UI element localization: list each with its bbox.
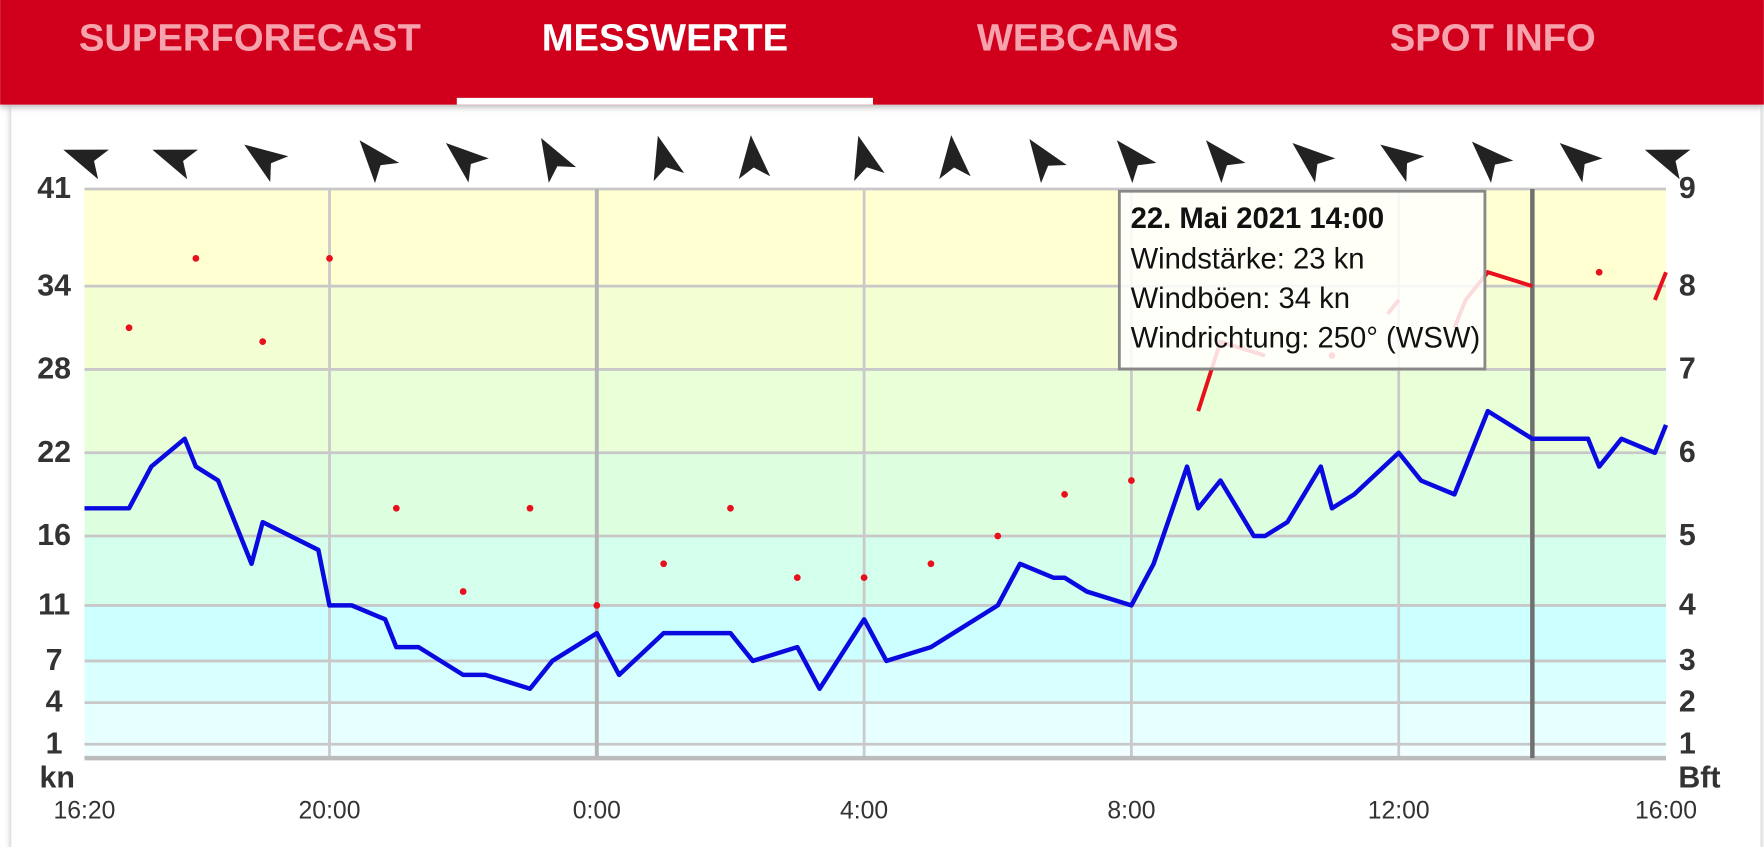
y-tick-label: 41 (37, 172, 71, 205)
direction-arrow (445, 143, 489, 183)
gust-dot (593, 602, 601, 609)
x-tick-label: 4:00 (840, 798, 888, 825)
tooltip-line: Windrichtung: 250° (WSW) (1131, 322, 1481, 354)
gust-dot (793, 574, 801, 582)
direction-arrow (359, 140, 400, 184)
gust-dot (660, 560, 668, 568)
direction-arrow (1116, 140, 1157, 184)
y2-tick-label: 8 (1679, 269, 1696, 302)
direction-arrow (939, 135, 971, 180)
y-tick-label: 22 (37, 436, 71, 469)
direction-arrow (541, 137, 577, 183)
gust-dot (192, 255, 200, 262)
direction-arrow (1206, 140, 1246, 184)
gust-dot (727, 504, 734, 512)
gust-line (1653, 271, 1668, 301)
tab[interactable]: WEBCAMS (977, 17, 1179, 60)
direction-arrow (1559, 143, 1603, 183)
tabs: SUPERFORECAST MESSWERTE WEBCAMS SPOT INFO (79, 17, 1596, 105)
tab[interactable]: SUPERFORECAST (79, 17, 421, 60)
gust-dot (1595, 268, 1603, 276)
gust-dot (994, 532, 1002, 540)
y2-tick-label: 6 (1679, 436, 1696, 469)
y-unit: kn (39, 762, 74, 795)
y-tick-label: 34 (37, 269, 71, 302)
wind-band (84, 452, 1667, 537)
tab[interactable]: SPOT INFO (1390, 17, 1596, 60)
tooltip-line: Windböen: 34 kn (1131, 283, 1350, 315)
direction-arrow (1471, 141, 1514, 183)
tooltip-line: Windstärke: 23 kn (1131, 244, 1365, 276)
tooltip-box (1117, 189, 1487, 371)
y-tick-label: 4 (46, 686, 63, 719)
wind-band (84, 369, 1667, 453)
y-tick-label: 7 (46, 644, 63, 677)
direction-arrow (854, 135, 885, 182)
y2-tick-label: 3 (1679, 644, 1696, 677)
x-tick-label: 16:00 (1635, 798, 1697, 825)
y2-unit: Bft (1678, 762, 1720, 795)
direction-arrow (1029, 139, 1067, 184)
x-tick-label: 12:00 (1368, 798, 1430, 825)
tab-bar (0, 0, 1764, 105)
gust-dot (125, 324, 133, 332)
wind-band (84, 605, 1667, 661)
wind-band (84, 744, 1667, 759)
direction-arrow (738, 135, 771, 180)
direction-arrow (63, 149, 109, 180)
gust-dot (860, 574, 868, 582)
direction-arrow (653, 135, 685, 182)
y2-tick-label: 9 (1679, 172, 1696, 205)
y2-tick-label: 4 (1679, 589, 1696, 622)
direction-arrow (1380, 144, 1425, 182)
y2-tick-label: 7 (1679, 353, 1696, 386)
wind-band (84, 702, 1667, 745)
gust-dot (392, 504, 400, 512)
gust-dot (459, 588, 467, 595)
x-tick-label: 16:20 (54, 798, 116, 825)
x-tick-label: 0:00 (573, 798, 621, 825)
gust-dot (526, 504, 534, 512)
y-tick-label: 16 (37, 519, 71, 552)
direction-arrow (152, 149, 198, 180)
tooltip-title: 22. Mai 2021 14:00 (1131, 203, 1385, 235)
gust-dot (326, 255, 333, 262)
gust-dot (1061, 491, 1068, 498)
wind-speed-line (84, 408, 1669, 691)
gust-dot (259, 338, 267, 346)
tab-indicator (456, 97, 874, 105)
y-tick-label: 11 (38, 589, 70, 622)
tab[interactable]: MESSWERTE (542, 17, 788, 60)
direction-arrow (1644, 149, 1691, 180)
gust-dot (1128, 477, 1135, 484)
x-tick-label: 8:00 (1107, 798, 1155, 825)
y-tick-label: 1 (46, 727, 63, 760)
y2-tick-label: 5 (1679, 519, 1696, 552)
y2-tick-label: 1 (1679, 727, 1696, 760)
wind-band (84, 536, 1667, 606)
y-tick-label: 28 (37, 353, 71, 386)
wind-band (84, 660, 1667, 703)
gust-dot (927, 560, 935, 568)
y2-tick-label: 2 (1679, 686, 1696, 719)
direction-arrow (244, 144, 289, 182)
direction-arrow (1292, 143, 1336, 183)
x-tick-label: 20:00 (299, 798, 361, 825)
